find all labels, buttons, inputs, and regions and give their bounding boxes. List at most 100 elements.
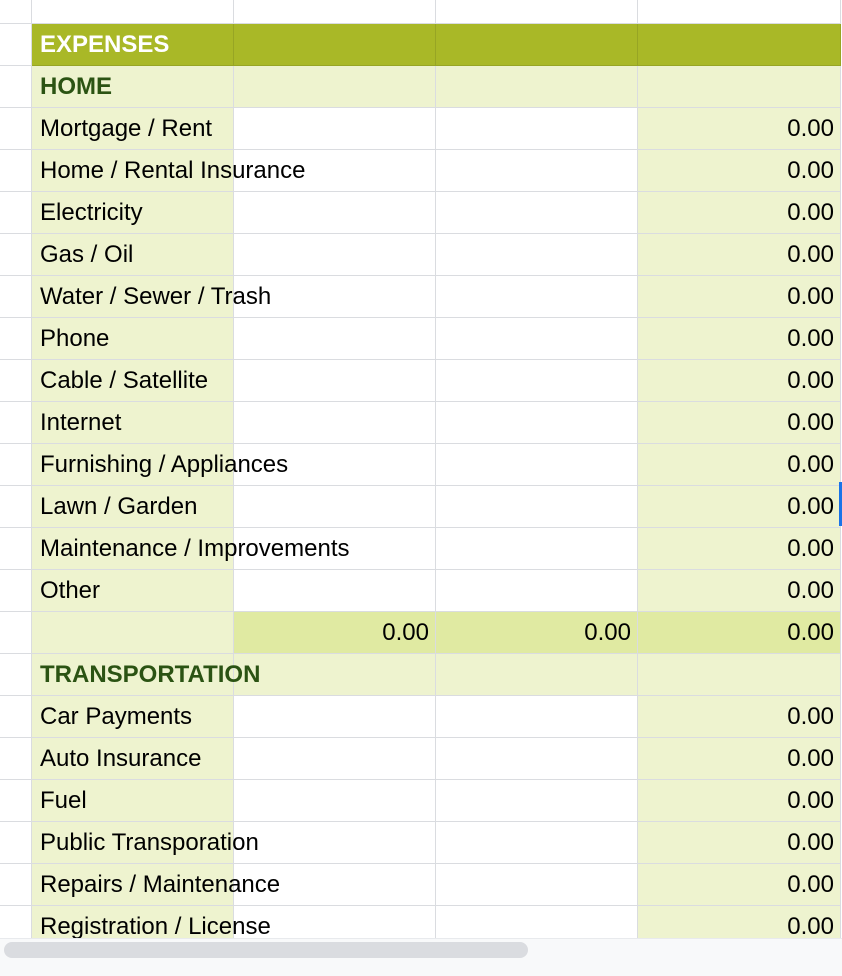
actual-cost-cell[interactable]	[436, 318, 638, 360]
expense-label-cell[interactable]: Cable / Satellite	[32, 360, 234, 402]
actual-cost-cell[interactable]	[436, 864, 638, 906]
row-stub-cell[interactable]	[0, 654, 32, 696]
subtotal-label-cell[interactable]	[32, 612, 234, 654]
expense-label-cell[interactable]: Lawn / Garden	[32, 486, 234, 528]
projected-cost-cell[interactable]	[234, 528, 436, 570]
expense-label-cell[interactable]: Home / Rental Insurance	[32, 150, 305, 192]
expense-label-cell[interactable]: Public Transporation	[32, 822, 259, 864]
expense-total-cell[interactable]: 0.00	[638, 234, 841, 276]
row-stub-cell[interactable]	[0, 528, 32, 570]
expense-total-cell[interactable]: 0.00	[638, 444, 841, 486]
category-cell[interactable]	[234, 66, 436, 108]
projected-cost-cell[interactable]	[234, 150, 436, 192]
expense-label-cell[interactable]: Mortgage / Rent	[32, 108, 234, 150]
row-stub-cell[interactable]	[0, 780, 32, 822]
expense-label-cell[interactable]: Electricity	[32, 192, 234, 234]
actual-cost-cell[interactable]	[436, 486, 638, 528]
row-stub-cell[interactable]	[0, 360, 32, 402]
expense-label-cell[interactable]: Other	[32, 570, 234, 612]
actual-cost-cell[interactable]	[436, 150, 638, 192]
row-stub-cell[interactable]	[0, 66, 32, 108]
horizontal-scrollbar[interactable]	[0, 938, 842, 976]
actual-cost-cell[interactable]	[436, 696, 638, 738]
header-cell[interactable]	[638, 24, 841, 66]
header-cell[interactable]	[234, 24, 436, 66]
actual-cost-cell[interactable]	[436, 402, 638, 444]
row-stub-cell[interactable]	[0, 402, 32, 444]
actual-cost-cell[interactable]	[436, 192, 638, 234]
subtotal-cell[interactable]: 0.00	[234, 612, 436, 654]
expense-label-cell[interactable]: Registration / License	[32, 906, 271, 938]
row-stub-cell[interactable]	[0, 234, 32, 276]
subtotal-cell[interactable]: 0.00	[638, 612, 841, 654]
projected-cost-cell[interactable]	[234, 276, 436, 318]
expenses-header-cell[interactable]: EXPENSES	[32, 24, 234, 66]
projected-cost-cell[interactable]	[234, 360, 436, 402]
empty-cell[interactable]	[32, 0, 234, 24]
projected-cost-cell[interactable]	[234, 570, 436, 612]
projected-cost-cell[interactable]	[234, 108, 436, 150]
row-stub-cell[interactable]	[0, 444, 32, 486]
category-heading-cell[interactable]: HOME	[32, 66, 234, 108]
projected-cost-cell[interactable]	[234, 318, 436, 360]
actual-cost-cell[interactable]	[436, 570, 638, 612]
row-stub-cell[interactable]	[0, 696, 32, 738]
row-stub-cell[interactable]	[0, 0, 32, 24]
expense-label-cell[interactable]: Phone	[32, 318, 234, 360]
category-cell[interactable]	[638, 654, 841, 696]
category-cell[interactable]	[436, 66, 638, 108]
expense-label-cell[interactable]: Gas / Oil	[32, 234, 234, 276]
empty-cell[interactable]	[638, 0, 841, 24]
category-cell[interactable]	[436, 654, 638, 696]
actual-cost-cell[interactable]	[436, 780, 638, 822]
actual-cost-cell[interactable]	[436, 822, 638, 864]
projected-cost-cell[interactable]	[234, 234, 436, 276]
expense-total-cell[interactable]: 0.00	[638, 360, 841, 402]
expense-label-cell[interactable]: Auto Insurance	[32, 738, 234, 780]
projected-cost-cell[interactable]	[234, 486, 436, 528]
expense-total-cell[interactable]: 0.00	[638, 738, 841, 780]
row-stub-cell[interactable]	[0, 822, 32, 864]
row-stub-cell[interactable]	[0, 738, 32, 780]
expense-total-cell[interactable]: 0.00	[638, 696, 841, 738]
expense-total-cell[interactable]: 0.00	[638, 150, 841, 192]
expense-total-cell[interactable]: 0.00	[638, 192, 841, 234]
projected-cost-cell[interactable]	[234, 192, 436, 234]
expense-total-cell[interactable]: 0.00	[638, 402, 841, 444]
row-stub-cell[interactable]	[0, 108, 32, 150]
actual-cost-cell[interactable]	[436, 108, 638, 150]
empty-cell[interactable]	[234, 0, 436, 24]
expense-label-cell[interactable]: Maintenance / Improvements	[32, 528, 349, 570]
category-cell[interactable]	[234, 654, 436, 696]
expense-total-cell[interactable]: 0.00	[638, 486, 841, 528]
expense-total-cell[interactable]: 0.00	[638, 864, 841, 906]
actual-cost-cell[interactable]	[436, 276, 638, 318]
horizontal-scrollbar-thumb[interactable]	[4, 942, 528, 958]
row-stub-cell[interactable]	[0, 570, 32, 612]
expense-total-cell[interactable]: 0.00	[638, 108, 841, 150]
expense-label-cell[interactable]: Furnishing / Appliances	[32, 444, 288, 486]
projected-cost-cell[interactable]	[234, 696, 436, 738]
projected-cost-cell[interactable]	[234, 822, 436, 864]
actual-cost-cell[interactable]	[436, 906, 638, 938]
row-stub-cell[interactable]	[0, 276, 32, 318]
expense-label-cell[interactable]: Internet	[32, 402, 234, 444]
projected-cost-cell[interactable]	[234, 780, 436, 822]
row-stub-cell[interactable]	[0, 486, 32, 528]
actual-cost-cell[interactable]	[436, 444, 638, 486]
expense-total-cell[interactable]: 0.00	[638, 570, 841, 612]
expense-label-cell[interactable]: Car Payments	[32, 696, 234, 738]
category-cell[interactable]	[638, 66, 841, 108]
header-cell[interactable]	[436, 24, 638, 66]
empty-cell[interactable]	[436, 0, 638, 24]
row-stub-cell[interactable]	[0, 864, 32, 906]
expense-total-cell[interactable]: 0.00	[638, 276, 841, 318]
actual-cost-cell[interactable]	[436, 360, 638, 402]
expense-total-cell[interactable]: 0.00	[638, 318, 841, 360]
expense-total-cell[interactable]: 0.00	[638, 780, 841, 822]
row-stub-cell[interactable]	[0, 612, 32, 654]
projected-cost-cell[interactable]	[234, 444, 436, 486]
row-stub-cell[interactable]	[0, 318, 32, 360]
subtotal-cell[interactable]: 0.00	[436, 612, 638, 654]
expense-label-cell[interactable]: Fuel	[32, 780, 234, 822]
